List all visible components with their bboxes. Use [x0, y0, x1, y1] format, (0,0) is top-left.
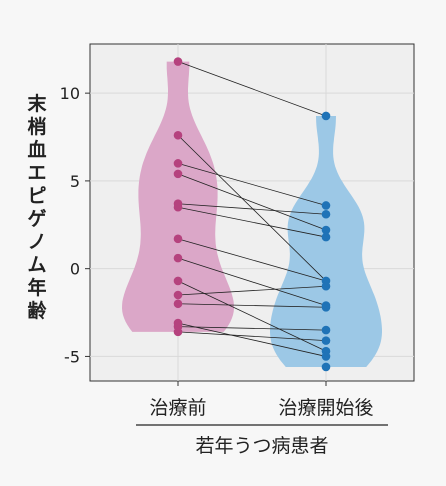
data-point-before	[173, 276, 183, 286]
data-point-before	[173, 234, 183, 244]
x-category-label: 治療前	[149, 397, 206, 419]
data-point-after	[321, 336, 331, 345]
violin-after	[270, 116, 382, 367]
data-point-before	[173, 130, 183, 140]
y-axis-label-char: エ	[27, 162, 46, 184]
data-point-after	[321, 232, 331, 242]
pair-line	[177, 285, 327, 296]
data-point-after	[321, 362, 331, 372]
y-axis-label-char: ゲ	[27, 208, 46, 230]
x-category-labels: 治療前 治療開始後	[149, 397, 373, 419]
data-point-after	[321, 111, 331, 121]
data-point-before	[173, 290, 183, 300]
y-tick-label: 10	[60, 84, 80, 103]
data-point-before	[173, 202, 183, 212]
y-axis-label-char: ム	[27, 254, 46, 276]
data-point-after	[321, 281, 331, 291]
data-point-after	[321, 201, 331, 210]
y-ticks: -5 0 5 10	[60, 84, 327, 386]
violins	[122, 61, 382, 367]
data-point-before	[173, 159, 183, 168]
y-axis-label-char: 齢	[27, 299, 47, 322]
violin-before	[122, 61, 234, 332]
data-point-before	[173, 57, 183, 66]
pair-line	[177, 162, 327, 206]
pair-lines	[177, 61, 327, 357]
pair-line	[177, 257, 327, 306]
pair-line	[177, 303, 327, 308]
group-label: 若年うつ病患者	[195, 435, 328, 457]
pair-line	[177, 206, 327, 238]
data-point-before	[173, 327, 183, 337]
pair-line	[177, 326, 327, 331]
y-axis-label-char: 末	[27, 92, 47, 115]
y-axis-label-char: ノ	[27, 231, 46, 253]
y-axis-label-char: 梢	[27, 115, 46, 138]
pair-line	[177, 173, 327, 231]
y-tick-label: 5	[70, 172, 80, 191]
x-category-label: 治療開始後	[278, 397, 373, 419]
data-point-before	[173, 169, 183, 179]
pair-line	[177, 322, 327, 357]
y-axis-label-char: ピ	[27, 185, 46, 207]
data-points	[173, 57, 331, 372]
data-point-before	[173, 253, 183, 263]
pair-line	[177, 61, 327, 117]
y-axis-label-char: 血	[27, 138, 46, 161]
data-point-after	[321, 325, 331, 335]
y-axis-label-char: 年	[27, 276, 46, 299]
pair-line	[177, 203, 327, 215]
data-point-after	[321, 209, 331, 219]
data-point-after	[321, 352, 331, 361]
y-tick-label: 0	[70, 260, 80, 279]
pair-line	[177, 238, 327, 282]
pair-line	[177, 134, 327, 282]
data-point-before	[173, 299, 183, 309]
data-point-after	[321, 302, 331, 312]
data-point-after	[321, 225, 331, 235]
pair-line	[177, 331, 327, 342]
y-tick-label: -5	[64, 347, 80, 366]
